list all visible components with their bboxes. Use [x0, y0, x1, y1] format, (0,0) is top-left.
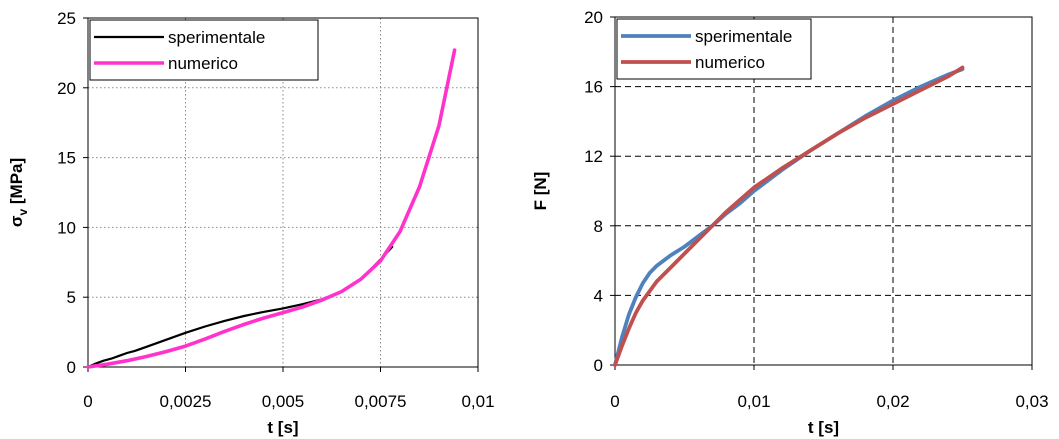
y-axis-label: σv [MPa]	[7, 158, 30, 227]
y-tick-label: 0	[67, 358, 76, 377]
legend-label-numerico: numerico	[695, 53, 765, 72]
y-tick-label: 20	[57, 79, 76, 98]
legend-box	[616, 18, 812, 80]
x-tick-label: 0,005	[262, 392, 305, 411]
legend-label-sperimentale: sperimentale	[168, 28, 265, 47]
x-tick-label: 0	[83, 392, 92, 411]
y-tick-label: 10	[57, 218, 76, 237]
legend-box	[89, 19, 319, 81]
x-tick-label: 0,0025	[160, 392, 212, 411]
x-tick-label: 0,03	[1015, 392, 1048, 411]
chart-left: 0 0,0025 0,005 0,0075 0,01 0 5 10 15 20 25 t [s] σv …	[7, 9, 495, 437]
x-tick-label: 0,01	[461, 392, 494, 411]
y-tick-label: 8	[594, 217, 603, 236]
x-tick-label: 0	[610, 392, 619, 411]
series-line-numerico	[613, 65, 965, 367]
x-tick-label: 0,01	[737, 392, 770, 411]
y-tick-label: 20	[584, 8, 603, 27]
series-line-sperimentale	[613, 67, 965, 367]
x-axis-label: t [s]	[808, 418, 839, 437]
y-tick-label: 0	[594, 356, 603, 375]
y-tick-label: 4	[594, 286, 603, 305]
y-tick-label: 16	[584, 78, 603, 97]
series-line-sperimentale	[86, 245, 394, 369]
y-tick-label: 5	[67, 288, 76, 307]
series-line-numerico	[86, 48, 457, 369]
y-tick-label: 12	[584, 147, 603, 166]
x-tick-label: 0,02	[876, 392, 909, 411]
x-axis-label: t [s]	[267, 418, 298, 437]
x-tick-label: 0,0075	[355, 392, 407, 411]
plot-frame	[614, 16, 1033, 366]
y-tick-label: 15	[57, 149, 76, 168]
legend-label-numerico: numerico	[168, 54, 238, 73]
y-tick-label: 25	[57, 9, 76, 28]
chart-right: 0 0,01 0,02 0,03 0 4 8 12 16 20 t [s] F [N] sperimen…	[531, 8, 1049, 437]
legend-label-sperimentale: sperimentale	[695, 27, 792, 46]
y-axis-label: F [N]	[531, 172, 550, 211]
